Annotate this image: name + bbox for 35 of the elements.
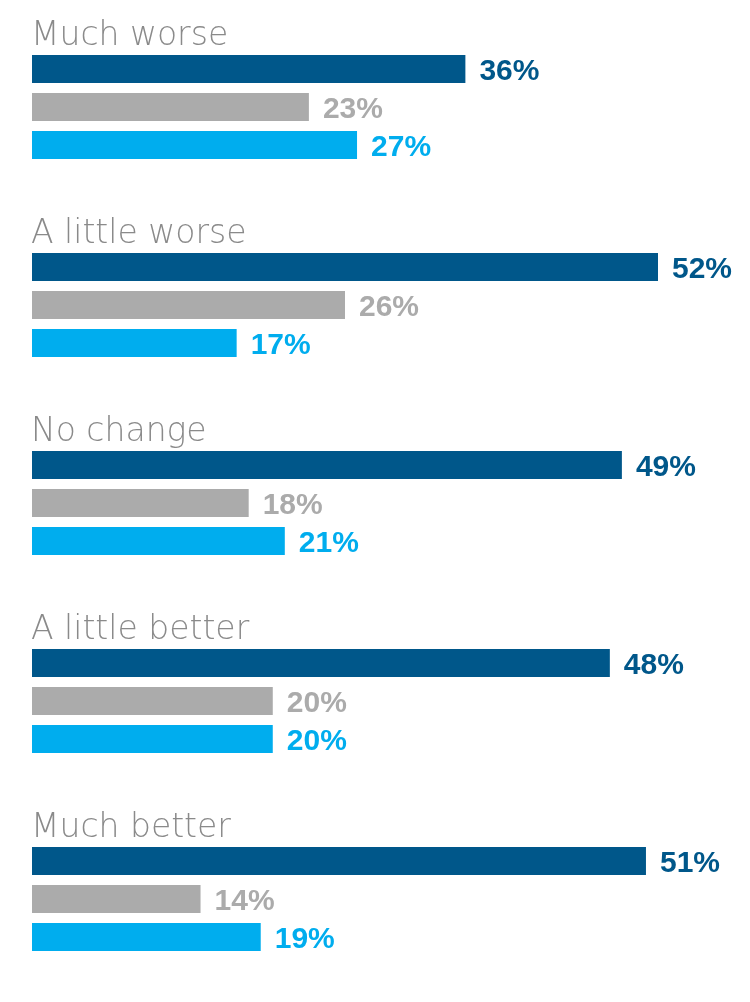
bar <box>32 291 345 319</box>
data-label: 19% <box>274 920 335 954</box>
bar <box>32 687 273 715</box>
data-label: 52% <box>672 250 733 284</box>
bar <box>32 329 237 357</box>
data-label: 20% <box>286 722 347 756</box>
bar <box>32 55 466 83</box>
bar <box>32 489 249 517</box>
data-label: 21% <box>298 524 359 558</box>
bar <box>32 923 261 951</box>
y-tick-label: No change <box>31 410 207 449</box>
y-tick-label: A little better <box>31 608 250 647</box>
data-label: 14% <box>214 882 275 916</box>
data-label: 23% <box>322 90 383 124</box>
bar <box>32 451 622 479</box>
data-label: 48% <box>623 646 684 680</box>
data-label: 18% <box>262 486 323 520</box>
data-label: 36% <box>479 52 540 86</box>
bar <box>32 527 285 555</box>
y-tick-label: Much better <box>31 806 232 845</box>
bar <box>32 885 201 913</box>
data-label: 49% <box>635 448 696 482</box>
data-label: 20% <box>286 684 347 718</box>
bar <box>32 725 273 753</box>
y-tick-label: A little worse <box>31 212 247 251</box>
data-label: 27% <box>371 128 432 162</box>
bar <box>32 649 610 677</box>
data-label: 26% <box>359 288 420 322</box>
data-label: 51% <box>659 844 721 878</box>
bar <box>32 253 658 281</box>
data-label: 17% <box>250 326 311 360</box>
bar <box>32 847 646 875</box>
bar <box>32 93 309 121</box>
bar <box>32 131 358 159</box>
y-tick-label: Much worse <box>31 14 229 53</box>
